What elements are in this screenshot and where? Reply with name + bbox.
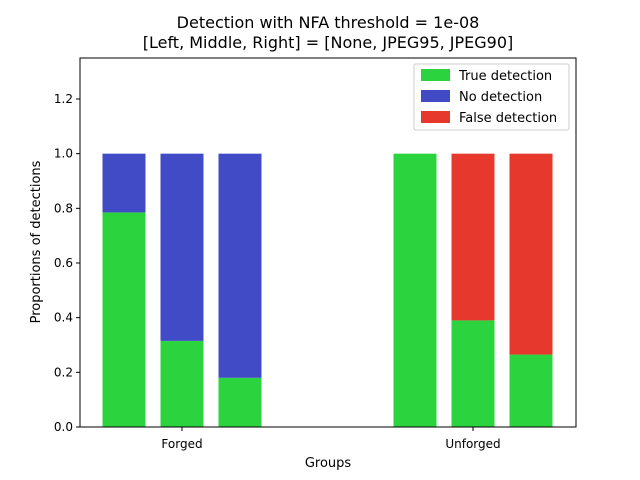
y-tick-label: 1.0	[54, 147, 73, 161]
legend-box	[413, 63, 570, 131]
legend-swatch-false-detection	[421, 111, 450, 123]
y-axis: 0.0 0.2 0.4 0.6 0.8 1.0 1.2	[54, 92, 80, 434]
chart-title: Detection with NFA threshold = 1e-08	[177, 13, 480, 32]
x-axis: Forged Unforged	[161, 427, 501, 451]
bar-forged-3-true-detection	[218, 377, 262, 427]
bars-layer	[102, 153, 553, 427]
bar-forged-1-no-detection	[102, 153, 146, 213]
legend-swatch-no-detection	[421, 90, 450, 102]
bar-forged-2-no-detection	[160, 153, 204, 341]
y-tick-label: 0.2	[54, 365, 73, 379]
y-tick-label: 0.8	[54, 201, 73, 215]
legend-label-false-detection: False detection	[459, 111, 557, 126]
y-tick-label: 1.2	[54, 92, 73, 106]
legend: True detection No detection False detectio…	[413, 63, 570, 131]
y-axis-label: Proportions of detections	[29, 160, 44, 323]
plot-frame	[79, 57, 577, 428]
y-tick-label: 0.0	[54, 420, 73, 434]
legend-swatch-true-detection	[421, 69, 450, 81]
legend-label-true-detection: True detection	[458, 69, 552, 84]
x-axis-label: Groups	[305, 456, 352, 471]
bar-forged-2-true-detection	[160, 340, 204, 427]
y-tick-label: 0.6	[54, 256, 73, 270]
bar-forged-1-true-detection	[102, 212, 146, 427]
bar-unforged-2-false-detection	[451, 153, 495, 321]
x-tick-label-forged: Forged	[161, 437, 202, 451]
bar-unforged-3-false-detection	[509, 153, 553, 355]
x-tick-label-unforged: Unforged	[445, 437, 500, 451]
bar-unforged-3-true-detection	[509, 354, 553, 427]
bar-unforged-2-true-detection	[451, 320, 495, 427]
bar-forged-3-no-detection	[218, 153, 262, 378]
bar-unforged-1-true-detection	[393, 153, 437, 427]
y-tick-label: 0.4	[54, 311, 73, 325]
legend-label-no-detection: No detection	[459, 90, 542, 105]
chart-subtitle: [Left, Middle, Right] = [None, JPEG95, J…	[143, 33, 514, 52]
